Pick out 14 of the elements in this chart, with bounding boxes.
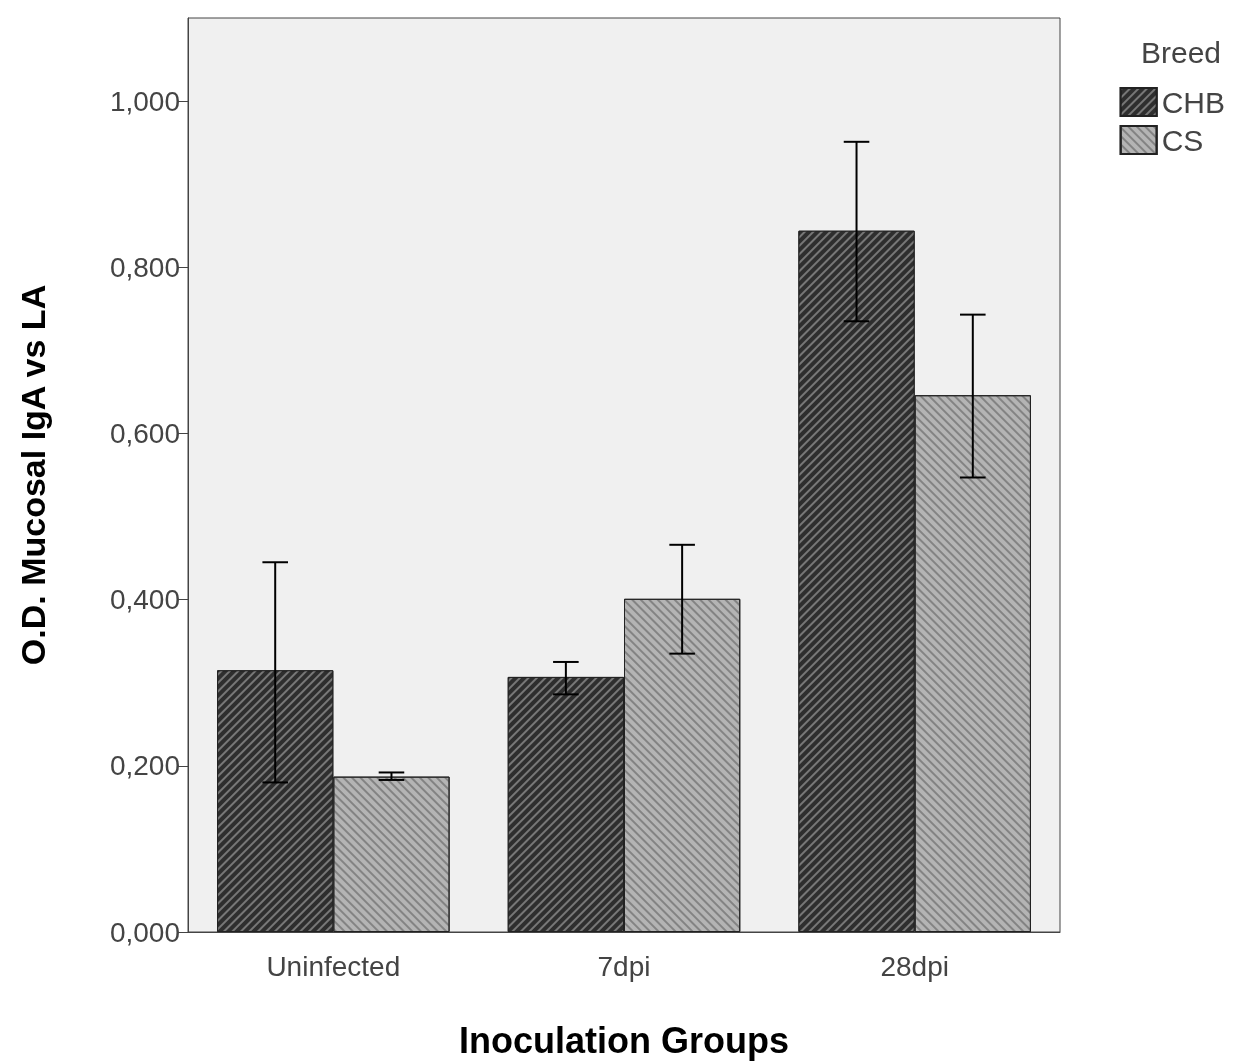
legend-title: Breed [1140, 35, 1222, 69]
x-tick-label: 7dpi [597, 950, 651, 982]
y-tick-label: 1,000 [109, 85, 180, 117]
y-axis-title: O.D. Mucosal IgA vs LA [14, 284, 52, 666]
x-tick-label: 28dpi [880, 950, 949, 982]
y-tick-label: 0,800 [109, 251, 180, 283]
legend-label: CS [1161, 123, 1204, 157]
y-tick-label: 0,400 [109, 584, 180, 616]
x-axis-title: Inoculation Groups [459, 1019, 789, 1061]
y-tick-label: 0,600 [109, 417, 180, 449]
legend-label: CHB [1161, 85, 1225, 119]
x-tick-label: Uninfected [266, 950, 401, 982]
y-tick-label: 0,200 [109, 750, 180, 782]
y-tick-label: 0,000 [109, 916, 180, 948]
